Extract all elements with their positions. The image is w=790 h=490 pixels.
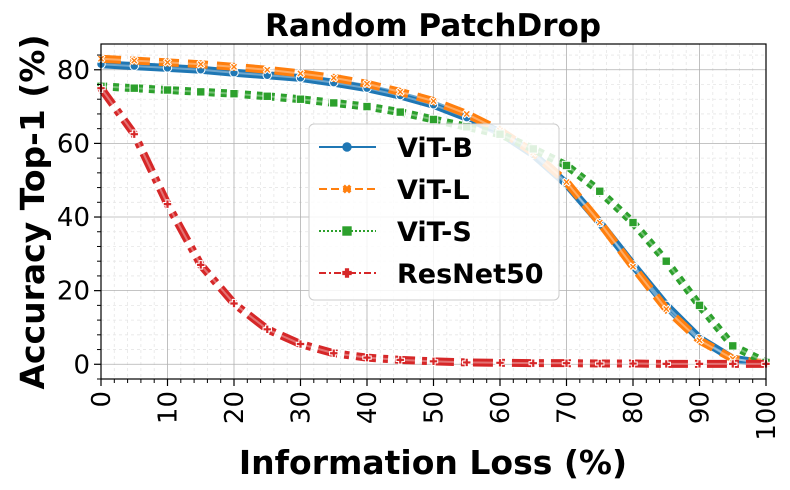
data-point-resnet50 [628, 358, 638, 369]
data-point-vit-l [262, 65, 272, 75]
axis-ticks: 0 10 20 30 40 50 60 70 80 90 100 0 20 40 60 80 [57, 54, 782, 441]
legend-label-vit-s: ViT-S [397, 217, 472, 248]
y-tick-label: 20 [57, 277, 90, 307]
x-tick-label: 80 [619, 391, 649, 424]
data-point-resnet50 [162, 199, 173, 209]
x-tick-label: 20 [220, 391, 250, 424]
x-tick-label: 50 [420, 391, 450, 424]
x-tick-label: 100 [752, 391, 782, 441]
data-point-resnet50 [295, 339, 306, 349]
chart-title: Random PatchDrop [265, 8, 601, 44]
legend-marker-vit-s [342, 226, 352, 236]
legend-marker-resnet50 [342, 268, 352, 278]
data-point-resnet50 [428, 356, 439, 367]
data-point-vit-s [428, 114, 439, 125]
series-resnet50 [96, 83, 771, 369]
data-point-vit-s [229, 88, 239, 99]
series-group [96, 54, 771, 369]
data-point-vit-l [429, 96, 438, 106]
data-point-resnet50 [528, 358, 538, 368]
x-tick-label: 70 [553, 391, 583, 424]
data-point-vit-l [362, 79, 372, 89]
data-point-vit-l [196, 59, 206, 69]
data-point-vit-l [595, 218, 605, 228]
data-point-vit-s [694, 300, 705, 311]
data-point-vit-s [628, 217, 638, 228]
data-point-resnet50 [229, 298, 239, 309]
data-point-vit-s [329, 98, 339, 108]
data-point-resnet50 [661, 359, 671, 369]
data-point-resnet50 [462, 357, 472, 368]
x-tick-label: 10 [154, 391, 184, 424]
data-point-resnet50 [196, 260, 206, 270]
data-point-resnet50 [262, 324, 272, 335]
data-point-resnet50 [694, 359, 705, 369]
data-point-vit-l [462, 109, 472, 119]
x-tick-label: 90 [686, 391, 716, 424]
legend-box [308, 123, 560, 301]
data-point-vit-l [229, 62, 239, 72]
data-point-resnet50 [395, 355, 405, 365]
data-point-vit-l [395, 87, 405, 97]
data-point-vit-s [728, 341, 738, 351]
series-line-vit-s [100, 82, 768, 367]
y-tick-label: 40 [57, 203, 90, 233]
data-point-resnet50 [728, 359, 738, 369]
data-point-resnet50 [495, 358, 505, 368]
data-point-vit-l [329, 73, 339, 83]
y-axis-title: Accuracy Top-1 (%) [13, 34, 52, 389]
data-point-vit-s [561, 160, 572, 171]
legend-marker-vit-b [342, 142, 352, 152]
x-tick-label: 40 [353, 391, 383, 424]
legend-label-resnet50: ResNet50 [397, 259, 544, 290]
x-tick-label: 0 [87, 391, 117, 408]
data-point-resnet50 [595, 358, 605, 369]
data-point-vit-s [595, 186, 605, 196]
legend-label-vit-b: ViT-B [397, 133, 473, 164]
data-point-vit-s [129, 83, 139, 93]
data-point-vit-s [196, 87, 206, 97]
data-point-vit-l [129, 56, 139, 66]
data-point-vit-l [695, 335, 704, 345]
data-point-resnet50 [329, 348, 339, 358]
data-point-vit-s [395, 107, 405, 117]
x-axis-title: Information Loss (%) [239, 443, 627, 482]
legend-marker-vit-l [342, 184, 352, 194]
legend-label-vit-l: ViT-L [397, 175, 470, 206]
data-point-vit-l [628, 262, 638, 272]
y-tick-label: 80 [57, 56, 90, 86]
data-point-vit-l [163, 57, 172, 67]
y-tick-label: 60 [57, 129, 90, 159]
data-point-resnet50 [561, 358, 572, 368]
x-tick-label: 30 [287, 391, 317, 424]
data-point-vit-s [295, 94, 306, 104]
data-point-vit-s [661, 256, 671, 266]
x-tick-label: 60 [486, 391, 516, 424]
data-point-vit-l [661, 304, 671, 314]
data-point-vit-l [296, 68, 305, 78]
y-tick-label: 0 [73, 350, 90, 380]
data-point-vit-s [362, 101, 372, 112]
data-point-resnet50 [129, 129, 139, 139]
series-vit-l [96, 54, 771, 369]
data-point-vit-s [262, 91, 272, 101]
legend: ViT-B ViT-L ViT-S ResNet50 [308, 123, 560, 301]
data-point-resnet50 [362, 352, 372, 363]
data-point-vit-s [162, 85, 173, 95]
data-point-vit-l [562, 177, 571, 187]
